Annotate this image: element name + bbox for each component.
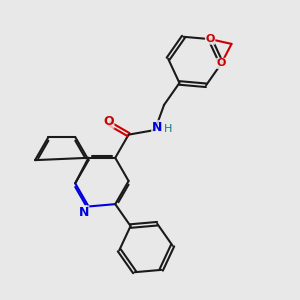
Text: N: N [152,121,162,134]
Text: O: O [217,58,226,68]
Text: O: O [206,34,215,44]
Text: H: H [164,124,172,134]
Text: O: O [103,115,114,128]
Text: N: N [78,206,89,219]
